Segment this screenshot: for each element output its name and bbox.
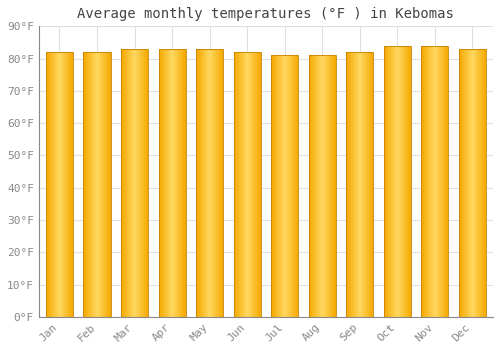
- Title: Average monthly temperatures (°F ) in Kebomas: Average monthly temperatures (°F ) in Ke…: [78, 7, 454, 21]
- Bar: [84, 52, 110, 317]
- Bar: [384, 46, 411, 317]
- Bar: [308, 55, 336, 317]
- Bar: [346, 52, 374, 317]
- Bar: [422, 46, 448, 317]
- Bar: [459, 49, 486, 317]
- Bar: [234, 52, 260, 317]
- Bar: [158, 49, 186, 317]
- Bar: [46, 52, 73, 317]
- Bar: [121, 49, 148, 317]
- Bar: [271, 55, 298, 317]
- Bar: [196, 49, 223, 317]
